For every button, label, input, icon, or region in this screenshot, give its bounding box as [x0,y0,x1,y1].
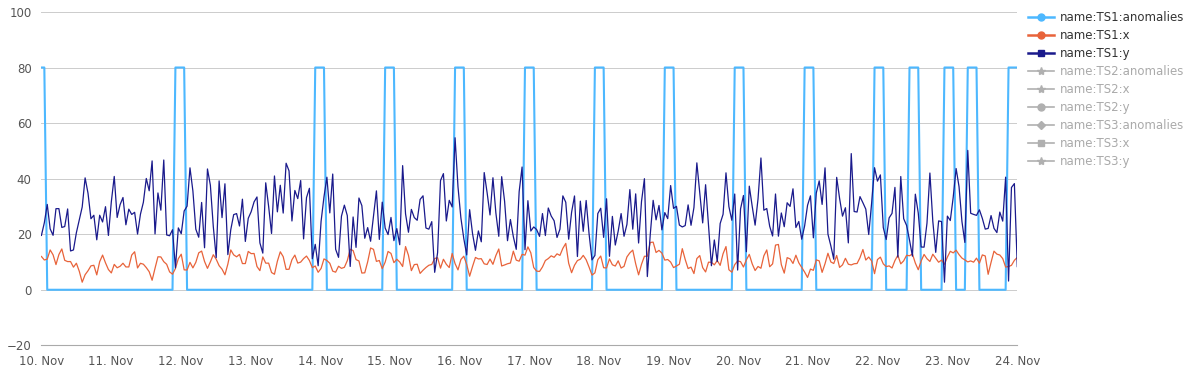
name:TS1:y [325,172,339,176]
name:TS1:anomalies [1010,65,1024,70]
name:TS1:x [585,273,599,278]
name:TS1:y [585,258,599,262]
name:TS1:y [835,214,849,218]
name:TS1:y [1010,264,1024,269]
name:TS1:x [35,254,49,259]
name:TS1:x [75,280,89,285]
name:TS1:anomalies [40,288,55,292]
name:TS1:y [937,280,952,285]
name:TS1:y [46,233,61,238]
Line: name:TS1:x: name:TS1:x [42,242,1017,282]
name:TS1:anomalies [847,288,861,292]
Legend: name:TS1:anomalies, name:TS1:x, name:TS1:y, name:TS2:anomalies, name:TS2:x, name: name:TS1:anomalies, name:TS1:x, name:TS1… [1028,11,1184,168]
name:TS1:x [46,253,61,257]
name:TS1:x [646,240,660,244]
name:TS1:x [252,268,267,273]
name:TS1:x [850,261,865,266]
name:TS1:anomalies [49,288,63,292]
name:TS1:anomalies [835,288,849,292]
name:TS1:x [838,256,853,261]
name:TS1:y [448,135,462,140]
name:TS1:anomalies [252,288,267,292]
name:TS1:anomalies [35,65,49,70]
name:TS1:x [329,270,343,274]
name:TS1:y [250,195,264,199]
Line: name:TS1:anomalies: name:TS1:anomalies [42,68,1017,290]
name:TS1:x [1010,255,1024,260]
Line: name:TS1:y: name:TS1:y [42,138,1017,282]
name:TS1:y [847,209,861,214]
name:TS1:y [35,233,49,238]
name:TS1:anomalies [585,288,599,292]
name:TS1:anomalies [329,288,343,292]
